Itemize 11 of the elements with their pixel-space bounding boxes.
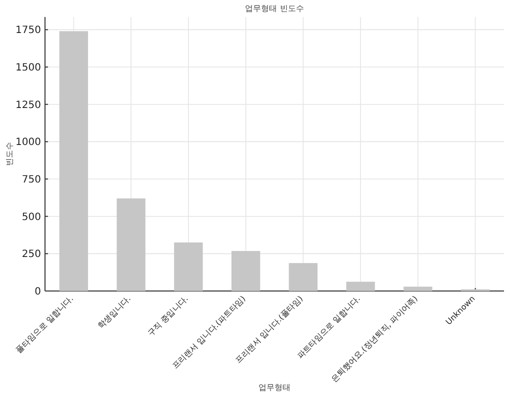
y-axis-title: 빈도수 [5,142,14,166]
y-tick-label: 500 [22,212,41,223]
y-tick-label: 1500 [16,62,41,74]
y-tick-label: 1250 [16,100,41,111]
chart-title: 업무형태 빈도수 [245,4,304,13]
y-tick-label: 1000 [16,137,41,148]
y-tick-label: 0 [34,286,41,298]
y-tick-label: 1750 [16,25,41,36]
x-axis-title: 업무형태 [258,383,290,392]
y-tick-label: 750 [22,174,41,186]
y-tick-label: 250 [22,249,41,260]
